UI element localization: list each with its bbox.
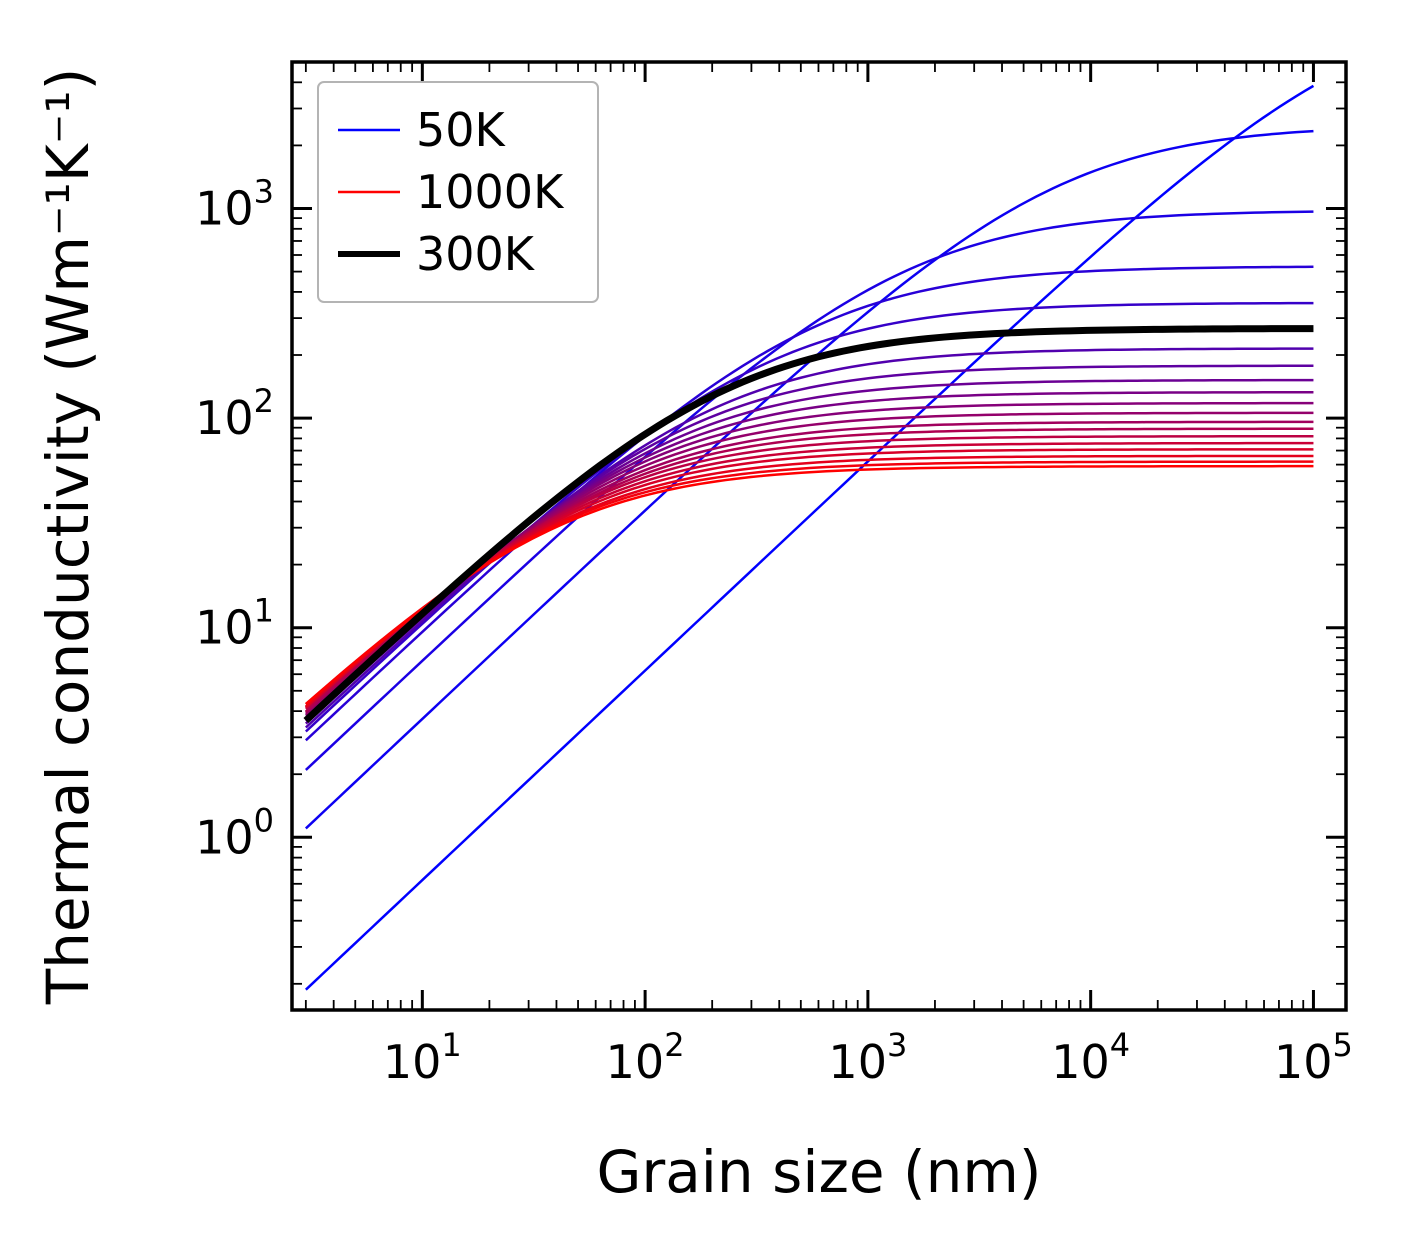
x-axis-label: Grain size (nm) (596, 1138, 1041, 1206)
legend-label-50k: 50K (416, 103, 507, 157)
legend-label-1000k: 1000K (416, 165, 565, 219)
y-tick-label: 101 (195, 592, 274, 655)
curve-750K (305, 434, 1314, 710)
tick-labels: 101 102 103 104 105 100 101 102 103 (195, 173, 1353, 1089)
y-tick-label: 102 (195, 382, 274, 445)
legend-box (317, 81, 599, 303)
x-tick-label: 105 (1274, 1026, 1353, 1089)
curve-200K (304, 265, 1314, 742)
x-tick-label: 102 (606, 1026, 685, 1089)
legend-label-300k: 300K (416, 227, 536, 281)
y-tick-label: 100 (195, 801, 274, 864)
curve-300K (303, 325, 1314, 724)
curve-350K (305, 347, 1314, 729)
curves (303, 84, 1315, 991)
plot-frame (290, 60, 1348, 1012)
curve-150K (304, 210, 1314, 771)
y-tick-label: 103 (195, 173, 274, 236)
curve-450K (305, 378, 1314, 722)
legend: 50K 1000K 300K (317, 81, 599, 303)
x-tick-label: 101 (383, 1026, 462, 1089)
x-tick-label: 103 (828, 1026, 907, 1089)
curve-50K (304, 84, 1315, 991)
y-axis-label: Thermal conductivity (Wm⁻¹K⁻¹) (34, 68, 102, 1006)
x-tick-label: 104 (1051, 1026, 1130, 1089)
curve-500K (305, 390, 1314, 720)
curve-800K (305, 441, 1314, 709)
curve-1000K (305, 464, 1314, 706)
curve-400K (305, 364, 1314, 725)
